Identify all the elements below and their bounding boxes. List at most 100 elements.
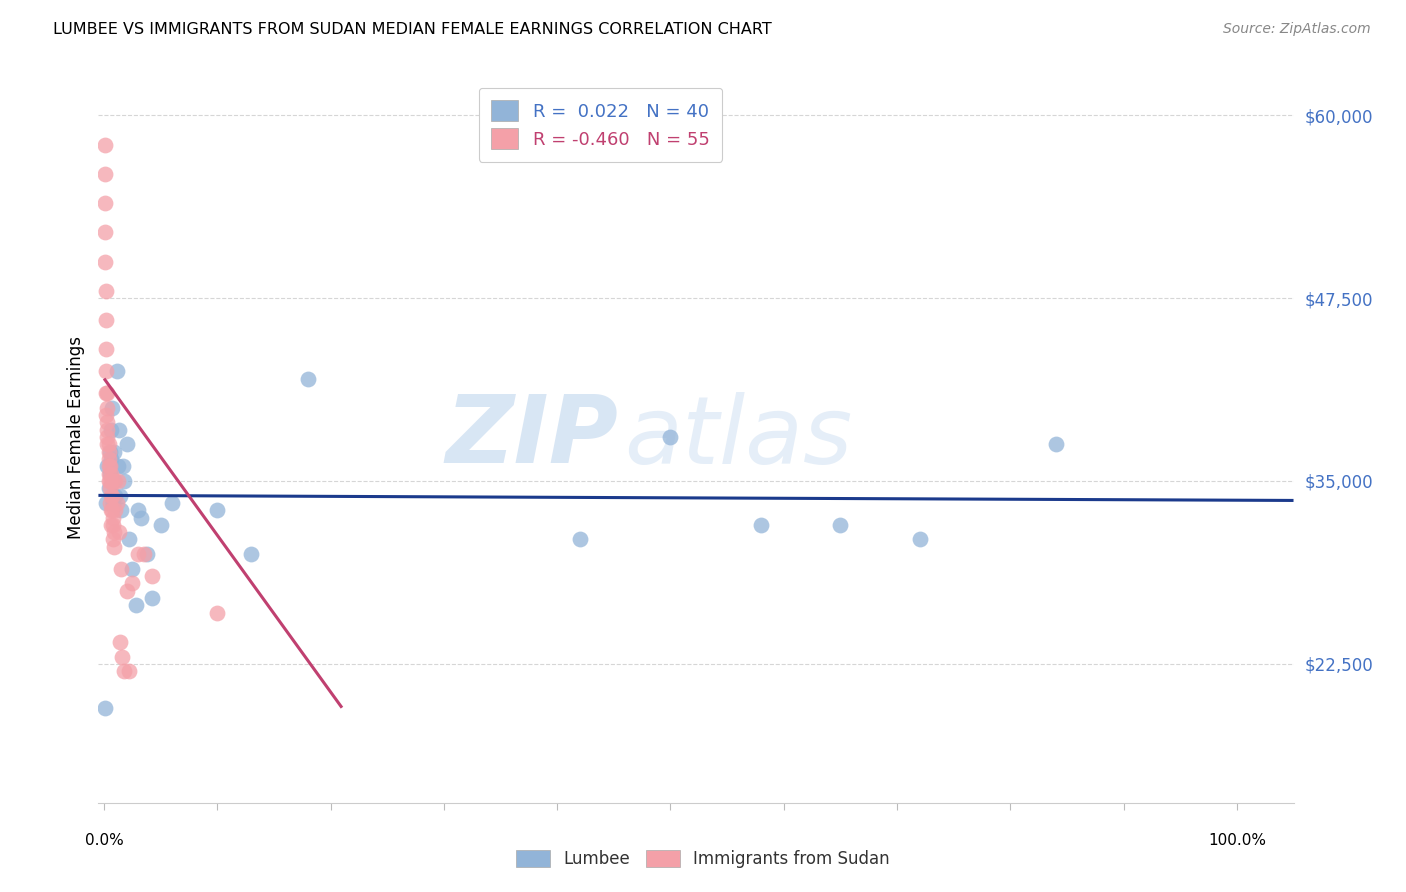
Point [207,606,229,620]
Text: 0.0%: 0.0% [84,833,124,848]
Point [118,533,141,547]
Point [98,459,121,474]
Point [127,503,149,517]
Point [101,489,124,503]
Point [94,196,117,211]
Point [1045,437,1067,451]
Point [101,401,124,415]
Point [100,452,122,467]
Point [104,489,127,503]
Point [97,467,120,481]
Point [101,474,124,488]
Point [568,533,591,547]
Point [110,503,132,517]
Point [101,503,124,517]
Point [297,371,319,385]
Point [101,496,124,510]
Point [96,284,118,298]
Point [112,459,135,474]
Point [94,700,117,714]
Point [96,364,118,378]
Point [114,664,136,678]
Point [131,510,153,524]
Text: ZIP: ZIP [446,391,619,483]
Point [96,386,118,401]
Point [97,437,120,451]
Point [136,547,159,561]
Point [101,517,124,532]
Point [100,423,122,437]
Point [107,459,129,474]
Point [160,496,183,510]
Point [110,562,132,576]
Point [103,540,125,554]
Point [96,343,118,357]
Point [97,452,120,467]
Point [107,474,129,488]
Point [100,517,122,532]
Point [115,583,138,598]
Point [127,547,149,561]
Point [100,467,122,481]
Point [149,517,172,532]
Point [96,401,118,415]
Point [100,489,122,503]
Point [96,386,118,401]
Point [96,423,118,437]
Point [121,562,143,576]
Point [98,444,121,458]
Point [108,635,131,649]
Point [101,533,124,547]
Point [101,510,124,524]
Point [98,496,121,510]
Point [103,474,125,488]
Y-axis label: Median Female Earnings: Median Female Earnings [66,335,84,539]
Point [96,430,118,444]
Point [97,459,120,474]
Point [94,137,117,152]
Point [141,591,163,605]
Point [94,167,117,181]
Point [97,444,120,458]
Point [103,444,125,458]
Point [207,503,229,517]
Legend: R =  0.022   N = 40, R = -0.460   N = 55: R = 0.022 N = 40, R = -0.460 N = 55 [478,87,723,162]
Point [103,525,125,540]
Point [96,459,118,474]
Point [98,467,121,481]
Text: atlas: atlas [624,392,852,483]
Point [97,481,120,495]
Point [104,474,127,488]
Point [830,517,852,532]
Point [98,474,121,488]
Point [125,599,148,613]
Point [96,437,118,451]
Point [108,489,131,503]
Point [114,474,136,488]
Point [659,430,682,444]
Point [105,496,128,510]
Point [118,664,141,678]
Text: Source: ZipAtlas.com: Source: ZipAtlas.com [1223,22,1371,37]
Point [98,481,121,495]
Point [121,576,143,591]
Text: LUMBEE VS IMMIGRANTS FROM SUDAN MEDIAN FEMALE EARNINGS CORRELATION CHART: LUMBEE VS IMMIGRANTS FROM SUDAN MEDIAN F… [53,22,772,37]
Point [141,569,163,583]
Point [100,503,122,517]
Point [96,416,118,430]
Point [96,313,118,327]
Point [97,474,120,488]
Point [908,533,931,547]
Point [749,517,772,532]
Text: 100.0%: 100.0% [1208,833,1265,848]
Point [96,496,118,510]
Point [104,503,127,517]
Point [96,408,118,422]
Point [94,254,117,268]
Point [101,474,124,488]
Point [240,547,263,561]
Point [132,547,155,561]
Point [108,525,131,540]
Legend: Lumbee, Immigrants from Sudan: Lumbee, Immigrants from Sudan [509,843,897,875]
Point [105,364,128,378]
